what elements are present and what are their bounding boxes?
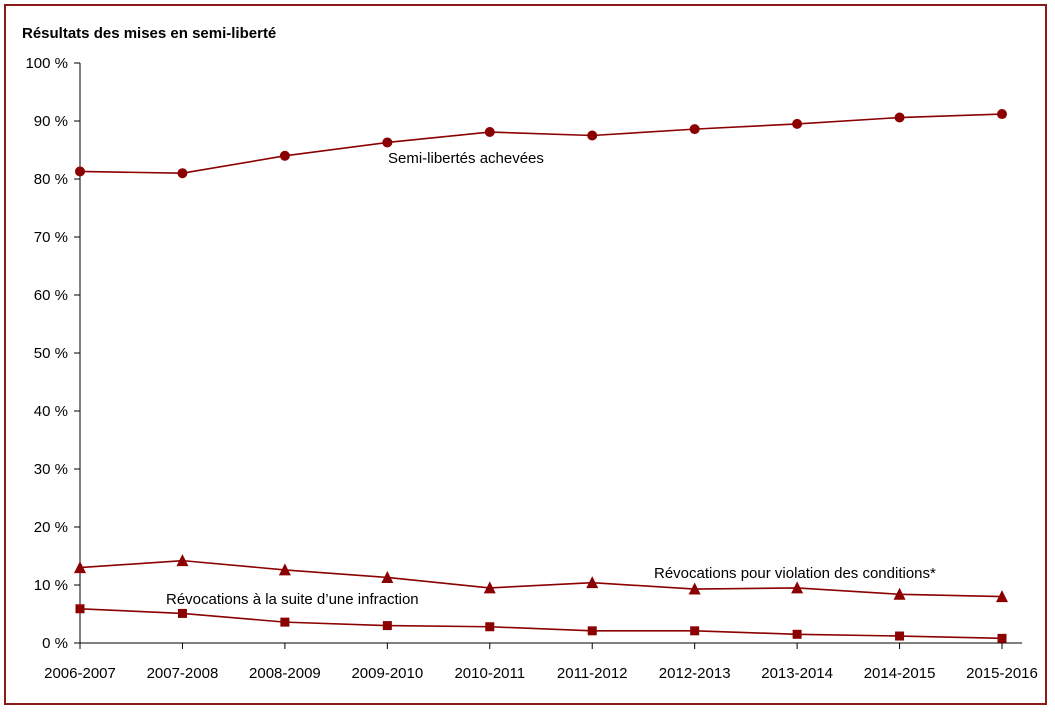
data-point-circle	[382, 137, 393, 148]
data-point-triangle	[791, 581, 804, 594]
data-point-square	[177, 608, 187, 618]
series-label: Révocations pour violation des condition…	[654, 565, 936, 582]
x-tick-label: 2012-2013	[659, 665, 731, 682]
data-point-square	[280, 617, 290, 627]
series-line	[79, 559, 1003, 598]
data-point-circle	[894, 112, 905, 123]
data-point-circle	[279, 150, 290, 161]
y-tick-label: 80 %	[34, 171, 68, 188]
series-label: Semi-libertés achevées	[388, 150, 544, 167]
data-point-square	[75, 604, 85, 614]
data-point-triangle	[74, 561, 86, 574]
y-tick-label: 10 %	[34, 577, 68, 594]
y-tick-label: 40 %	[34, 403, 68, 420]
x-tick-label: 2015-2016	[966, 665, 1038, 682]
x-tick-label: 2007-2008	[147, 665, 219, 682]
data-point-square	[587, 626, 597, 636]
data-point-square	[690, 626, 700, 636]
data-point-triangle	[996, 590, 1008, 603]
series-line	[79, 607, 1003, 640]
data-point-circle	[484, 127, 495, 138]
series-label: Révocations à la suite d’une infraction	[166, 591, 419, 608]
y-tick-label: 50 %	[34, 345, 68, 362]
data-point-triangle	[893, 587, 906, 600]
data-point-circle	[997, 109, 1007, 120]
data-point-triangle	[483, 581, 496, 594]
data-point-square	[485, 622, 495, 632]
data-point-triangle	[278, 563, 291, 576]
data-point-circle	[587, 130, 598, 141]
x-tick-label: 2014-2015	[864, 665, 936, 682]
data-point-triangle	[688, 582, 701, 595]
series-circle	[75, 109, 1007, 179]
data-point-circle	[75, 166, 85, 177]
x-tick-label: 2009-2010	[351, 665, 423, 682]
x-tick-label: 2006-2007	[44, 665, 116, 682]
data-point-circle	[177, 168, 188, 179]
y-tick-label: 100 %	[25, 55, 68, 72]
x-tick-label: 2013-2014	[761, 665, 833, 682]
data-point-circle	[792, 118, 803, 129]
data-point-circle	[689, 124, 700, 135]
y-tick-label: 70 %	[34, 229, 68, 246]
y-tick-label: 60 %	[34, 287, 68, 304]
data-point-square	[895, 631, 905, 641]
axes: 0 % 10 % 20 % 30 % 40 % 50 % 60 % 70 % 80 % 90 % 1…	[25, 55, 1037, 682]
x-tick-label: 2010-2011	[454, 665, 525, 682]
series-square	[75, 604, 1007, 643]
chart-title: Résultats des mises en semi-liberté	[22, 25, 277, 42]
data-point-triangle	[381, 570, 394, 583]
y-tick-label: 90 %	[34, 113, 68, 130]
data-point-square	[792, 629, 802, 639]
data-point-triangle	[586, 576, 599, 589]
x-tick-label: 2008-2009	[249, 665, 321, 682]
series-triangle	[74, 554, 1008, 603]
data-point-square	[997, 633, 1007, 643]
data-point-triangle	[176, 554, 189, 567]
series-labels: Semi-libertés achevées Révocations pour v…	[166, 150, 936, 608]
y-tick-label: 20 %	[34, 519, 68, 536]
y-tick-label: 30 %	[34, 461, 68, 478]
y-tick-label: 0 %	[42, 635, 68, 652]
data-point-square	[382, 621, 392, 631]
series-line	[79, 113, 1003, 175]
chart-frame	[4, 4, 1047, 705]
x-tick-label: 2011-2012	[557, 665, 628, 682]
series-layer	[74, 109, 1008, 643]
